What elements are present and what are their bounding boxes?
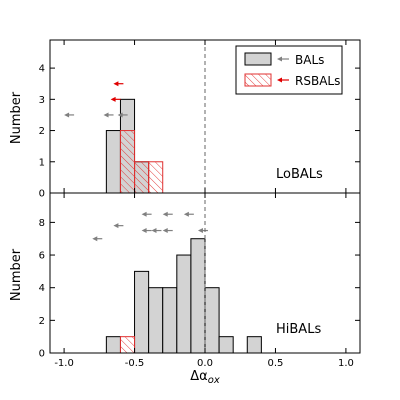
legend-arrow-rsbals — [277, 77, 289, 83]
lobal-upper-limit-arrow — [117, 112, 128, 118]
x-tick-label: 0.5 — [268, 358, 284, 369]
hibal-y-tick-label: 4 — [39, 283, 45, 294]
hibal-upper-limit-arrow — [162, 211, 173, 217]
hibal-rsbals-bar — [119, 336, 136, 354]
lobal-upper-limit-arrow — [110, 96, 121, 102]
hibal-upper-limit-arrow — [92, 236, 103, 242]
hibal-upper-limit-arrow — [162, 228, 173, 234]
hibal-y-axis-label: Number — [9, 248, 24, 301]
hibal-upper-limit-arrow — [197, 228, 208, 234]
hibal-bals-bar — [190, 238, 206, 354]
hibal-y-tick-label: 8 — [39, 218, 45, 229]
hibal-y-tick-label: 0 — [39, 349, 45, 360]
lobal-panel-label: LoBALs — [276, 167, 323, 182]
lobal-upper-limit-arrow — [103, 112, 114, 118]
hibal-upper-limit-arrows — [92, 211, 208, 242]
hibal-bals-bar — [246, 336, 262, 354]
hibal-y-tick-label: 6 — [39, 251, 45, 262]
hibal-bals-bar — [105, 336, 121, 354]
lobal-bals-bar — [105, 130, 121, 194]
hibal-upper-limit-arrow — [113, 223, 124, 229]
hibal-bals-bar — [218, 336, 234, 354]
lobal-y-tick-label: 0 — [39, 189, 45, 200]
hibal-bals-bar — [162, 287, 178, 354]
x-tick-label: 0.0 — [197, 358, 213, 369]
lobal-upper-limit-arrows — [64, 81, 128, 118]
lobal-y-tick-label: 2 — [39, 126, 45, 137]
hibal-y-tick-label: 2 — [39, 316, 45, 327]
lobal-y-tick-label: 4 — [39, 64, 45, 75]
lobal-bars — [105, 98, 164, 194]
hibal-bals-bar — [148, 287, 164, 354]
legend-swatch-rsbals — [244, 73, 272, 87]
x-axis-label: Δαox — [190, 369, 220, 386]
lobal-panel: 0 1 2 3 4 LoBALs Number BALs RSBALs — [9, 39, 361, 200]
lobal-upper-limit-arrow — [113, 81, 124, 87]
hibal-bals-bar — [204, 287, 220, 354]
legend-label-bals: BALs — [295, 53, 324, 67]
lobal-rsbals-bar — [119, 130, 136, 194]
hibal-plot-frame — [49, 192, 361, 354]
x-axis-label-subscript: ox — [208, 375, 220, 386]
x-tick-label: 1.0 — [338, 358, 354, 369]
legend-swatch-bals — [244, 52, 272, 66]
hibal-upper-limit-arrow — [141, 211, 152, 217]
hibal-axis-ticks: 0 2 4 6 8 -1.0 -0.5 0.0 0.5 1.0 — [39, 193, 360, 369]
legend-label-rsbals: RSBALs — [295, 74, 340, 88]
lobal-y-tick-label: 3 — [39, 95, 45, 106]
hibal-bals-bar — [176, 254, 192, 354]
legend-arrow-bals — [277, 56, 289, 62]
x-tick-label: -1.0 — [54, 358, 74, 369]
lobal-upper-limit-arrow — [64, 112, 75, 118]
hibal-panel-label: HiBALs — [276, 322, 321, 337]
hibal-bars — [105, 238, 262, 354]
hibal-upper-limit-arrow — [141, 228, 152, 234]
legend: BALs RSBALs — [235, 45, 343, 95]
x-tick-label: -0.5 — [125, 358, 145, 369]
lobal-rsbals-bar — [148, 161, 164, 194]
hibal-upper-limit-arrow — [151, 228, 162, 234]
hibal-upper-limit-arrow — [183, 211, 194, 217]
lobal-rsbals-bar — [134, 161, 150, 194]
lobal-y-axis-label: Number — [9, 91, 24, 144]
hibal-bals-bar — [134, 270, 150, 354]
hibal-panel: 0 2 4 6 8 -1.0 -0.5 0.0 0.5 1.0 HiBALs Number Δαo… — [9, 192, 361, 386]
lobal-y-tick-label: 1 — [39, 157, 45, 168]
